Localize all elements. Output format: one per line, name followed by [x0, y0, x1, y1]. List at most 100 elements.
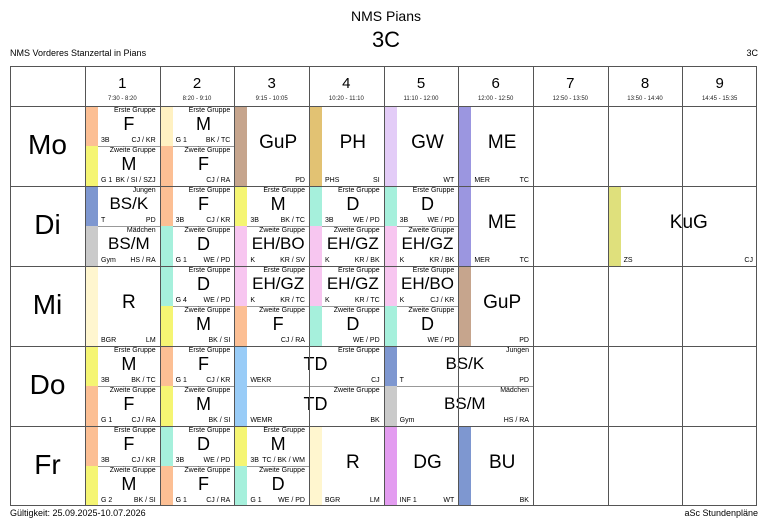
subject-color-stripe — [383, 266, 397, 306]
subject-label: D — [420, 314, 434, 334]
teacher-label: WE / PD — [278, 497, 305, 504]
lesson-cell[interactable]: Erste Gruppe M 3B TC / BK / WM — [234, 426, 309, 466]
subject-label: M — [121, 474, 137, 494]
room-label: 3B — [325, 217, 334, 224]
lesson-cell[interactable]: Zweite Gruppe D G 1 WE / PD — [159, 226, 235, 266]
subject-color-stripe — [309, 306, 322, 346]
lesson-cell[interactable]: Erste Gruppe F G 1 CJ / KR — [159, 346, 235, 386]
lesson-cell[interactable]: GuP PD — [458, 266, 533, 346]
lesson-cell[interactable]: Zweite Gruppe F G 1 CJ / RA — [85, 386, 160, 426]
lesson-cell[interactable]: Erste Gruppe EH/BO K CJ / KR — [383, 266, 459, 306]
lesson-cell[interactable]: Zweite Gruppe F CJ / RA — [234, 306, 309, 346]
lesson-cell[interactable]: Zweite Gruppe M BK / SI — [159, 306, 235, 346]
group-label: Erste Gruppe — [114, 427, 156, 434]
lesson-cell[interactable]: DG INF 1 WT — [383, 426, 459, 506]
lesson-cell[interactable]: Erste Gruppe M 3B BK / TC — [85, 346, 160, 386]
lesson-cell[interactable]: Zweite Gruppe D WE / PD — [309, 306, 384, 346]
lesson-cell[interactable]: Zweite Gruppe EH/GZ K KR / BK — [309, 226, 384, 266]
teacher-label: PD — [519, 337, 529, 344]
lesson-cell[interactable]: Erste Gruppe D 3B WE / PD — [309, 186, 384, 226]
teacher-label: WE / PD — [427, 217, 455, 224]
lesson-cell[interactable]: Zweite Gruppe D G 1 WE / PD — [234, 466, 309, 506]
lesson-cell[interactable]: GW WT — [383, 106, 459, 186]
day-label: Do — [29, 369, 66, 400]
lesson-cell[interactable]: Erste Gruppe D 3B WE / PD — [159, 426, 235, 466]
teacher-label: TC — [519, 257, 529, 264]
lesson-cell[interactable]: KuG ZS CJ — [607, 186, 757, 266]
lesson-cell[interactable]: Zweite Gruppe F G 1 CJ / RA — [159, 466, 235, 506]
room-label: K — [250, 297, 255, 304]
lesson-cell[interactable]: Zweite Gruppe M G 1 BK / SI / SZJ — [85, 146, 160, 186]
lesson-cell[interactable]: Jungen BS/K T PD — [383, 346, 533, 386]
room-label: INF 1 — [399, 497, 417, 504]
lesson-cell[interactable]: Zweite Gruppe M G 2 BK / SI — [85, 466, 160, 506]
lesson-cell[interactable]: R BGR LM — [85, 266, 160, 346]
subject-label: F — [123, 394, 135, 414]
lesson-cell[interactable]: Jungen BS/K T PD — [85, 186, 160, 226]
group-label: Zweite Gruppe — [109, 387, 156, 394]
teacher-label: KR / BK — [354, 257, 380, 264]
subject-label: ME — [487, 132, 517, 153]
lesson-cell[interactable]: Zweite Gruppe M BK / SI — [159, 386, 235, 426]
teacher-label: WT — [443, 177, 455, 184]
lesson-cell[interactable]: Zweite Gruppe D WE / PD — [383, 306, 459, 346]
subject-color-stripe — [159, 226, 173, 266]
grid-border-bottom — [10, 505, 757, 506]
lesson-cell[interactable]: Erste Gruppe D 3B WE / PD — [383, 186, 459, 226]
header-separator — [10, 106, 757, 107]
subject-color-stripe — [159, 346, 173, 386]
lesson-cell[interactable]: GuP PD — [234, 106, 309, 186]
lesson-cell[interactable]: Zweite Gruppe TD WEMR BK — [234, 386, 384, 426]
lesson-cell[interactable]: Erste Gruppe EH/GZ K KR / TC — [234, 266, 309, 306]
lesson-cell[interactable]: Zweite Gruppe EH/GZ K KR / BK — [383, 226, 459, 266]
subject-label: D — [196, 434, 210, 454]
room-label: G 1 — [175, 257, 187, 264]
day-label: Mi — [32, 289, 63, 320]
subject-label: TD — [303, 354, 328, 374]
subject-label: ME — [487, 212, 517, 233]
lesson-cell[interactable]: ME MER TC — [458, 186, 533, 266]
lesson-cell[interactable]: Mädchen BS/M Gym HS / RA — [383, 386, 533, 426]
teacher-label: TC — [519, 177, 529, 184]
lesson-cell[interactable]: PH PHS SI — [309, 106, 384, 186]
subject-color-stripe — [234, 466, 248, 506]
group-divider — [172, 306, 235, 307]
lesson-cell[interactable]: BU BK — [458, 426, 533, 506]
room-label: G 1 — [101, 417, 113, 424]
subject-color-stripe — [309, 106, 322, 186]
subject-color-stripe — [85, 466, 98, 506]
lesson-cell[interactable]: Erste Gruppe M 3B BK / TC — [234, 186, 309, 226]
period-column-divider — [309, 66, 310, 506]
room-label: 3B — [101, 137, 110, 144]
subject-color-stripe — [85, 146, 98, 186]
lesson-cell[interactable]: R BGR LM — [309, 426, 384, 506]
teacher-label: CJ / KR — [131, 457, 156, 464]
lesson-cell[interactable]: Erste Gruppe F 3B CJ / KR — [159, 186, 235, 226]
room-label: G 2 — [101, 497, 113, 504]
subject-color-stripe — [85, 226, 98, 266]
lesson-cell[interactable]: Erste Gruppe F 3B CJ / KR — [85, 106, 160, 146]
class-code: 3C — [746, 48, 758, 58]
subject-color-stripe — [234, 226, 248, 266]
lesson-cell[interactable]: Mädchen BS/M Gym HS / RA — [85, 226, 160, 266]
subject-color-stripe — [85, 386, 98, 426]
subject-color-stripe — [159, 386, 173, 426]
lesson-cell[interactable]: Zweite Gruppe F CJ / RA — [159, 146, 235, 186]
period-time: 13:50 - 14:40 — [627, 96, 663, 102]
group-label: Erste Gruppe — [188, 427, 231, 434]
subject-label: F — [197, 194, 209, 214]
lesson-cell[interactable]: Erste Gruppe F 3B CJ / KR — [85, 426, 160, 466]
period-column-divider — [159, 66, 161, 506]
group-divider — [322, 226, 384, 227]
period-time: 10:20 - 11:10 — [328, 96, 364, 102]
lesson-cell[interactable]: Zweite Gruppe EH/BO K KR / SV — [234, 226, 309, 266]
lesson-cell[interactable]: Erste Gruppe M G 1 BK / TC — [159, 106, 235, 146]
subject-label: M — [270, 434, 286, 454]
subject-color-stripe — [309, 426, 322, 506]
lesson-cell[interactable]: ME MER TC — [458, 106, 533, 186]
subject-label: EH/GZ — [401, 234, 454, 253]
lesson-cell[interactable]: Erste Gruppe EH/GZ K KR / TC — [309, 266, 384, 306]
lesson-cell[interactable]: Erste Gruppe D G 4 WE / PD — [159, 266, 235, 306]
row-divider — [10, 346, 757, 347]
teacher-label: CJ — [744, 257, 753, 264]
